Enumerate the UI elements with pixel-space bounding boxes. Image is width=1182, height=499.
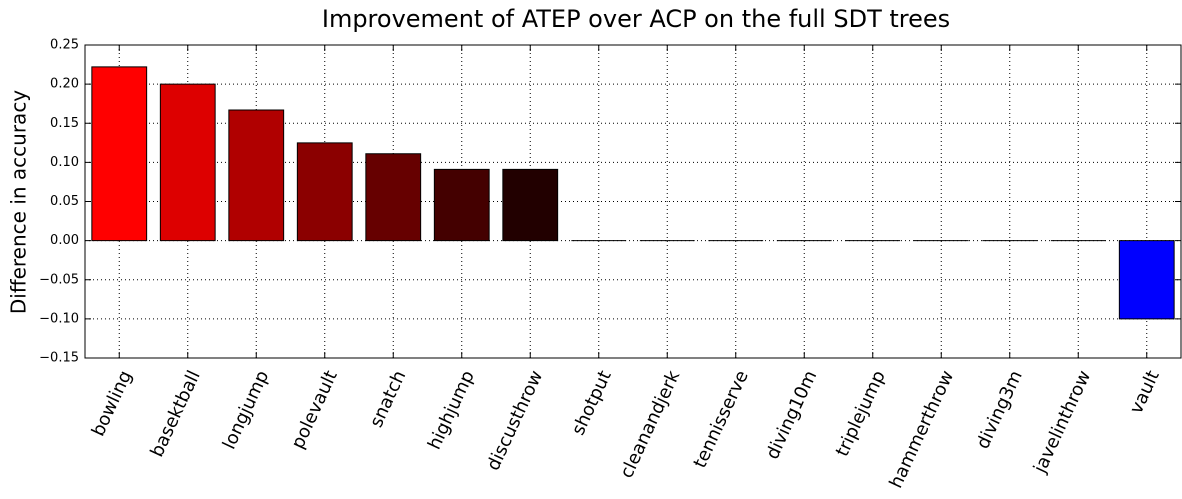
x-tick-label: snatch bbox=[366, 367, 410, 430]
y-tick-label: −0.10 bbox=[39, 311, 79, 326]
x-tick-label: highjump bbox=[424, 367, 479, 453]
x-tick-label: triplejump bbox=[832, 367, 890, 460]
bar bbox=[433, 168, 490, 242]
x-tick-label: hammerthrow bbox=[886, 367, 959, 491]
y-tick-label: 0.20 bbox=[50, 77, 79, 92]
bar bbox=[91, 66, 148, 242]
bar bbox=[1118, 240, 1175, 320]
y-tick-label: 0.00 bbox=[50, 233, 79, 248]
plot-frame bbox=[84, 44, 1182, 359]
y-tick-label: 0.05 bbox=[50, 194, 79, 209]
x-tick-label: vault bbox=[1126, 367, 1164, 417]
bar bbox=[502, 168, 559, 242]
x-tick-label: discusthrow bbox=[483, 367, 548, 473]
y-axis-label: Difference in accuracy bbox=[7, 90, 31, 314]
x-tick-label: polevault bbox=[287, 367, 341, 452]
bar bbox=[296, 142, 353, 242]
x-tick-label: javelinthrow bbox=[1029, 367, 1095, 477]
x-tick-label: cleanandjerk bbox=[616, 367, 684, 482]
x-tick-label: bowling bbox=[88, 367, 137, 439]
y-tick-label: 0.25 bbox=[50, 38, 79, 53]
chart-title: Improvement of ATEP over ACP on the full… bbox=[322, 5, 950, 33]
x-tick-label: diving10m bbox=[762, 367, 821, 462]
y-tick-label: 0.15 bbox=[50, 116, 79, 131]
x-tick-label: diving3m bbox=[972, 367, 1026, 452]
x-tick-label: longjump bbox=[219, 367, 274, 452]
y-tick-label: −0.05 bbox=[39, 272, 79, 287]
bar bbox=[159, 83, 216, 242]
y-tick-label: −0.15 bbox=[39, 351, 79, 366]
x-tick-label: tennisserve bbox=[689, 367, 752, 471]
y-tick-label: 0.10 bbox=[50, 155, 79, 170]
x-tick-label: basektball bbox=[147, 367, 205, 460]
bar bbox=[228, 109, 285, 242]
x-tick-label: shotput bbox=[568, 367, 616, 438]
bar bbox=[365, 153, 422, 242]
